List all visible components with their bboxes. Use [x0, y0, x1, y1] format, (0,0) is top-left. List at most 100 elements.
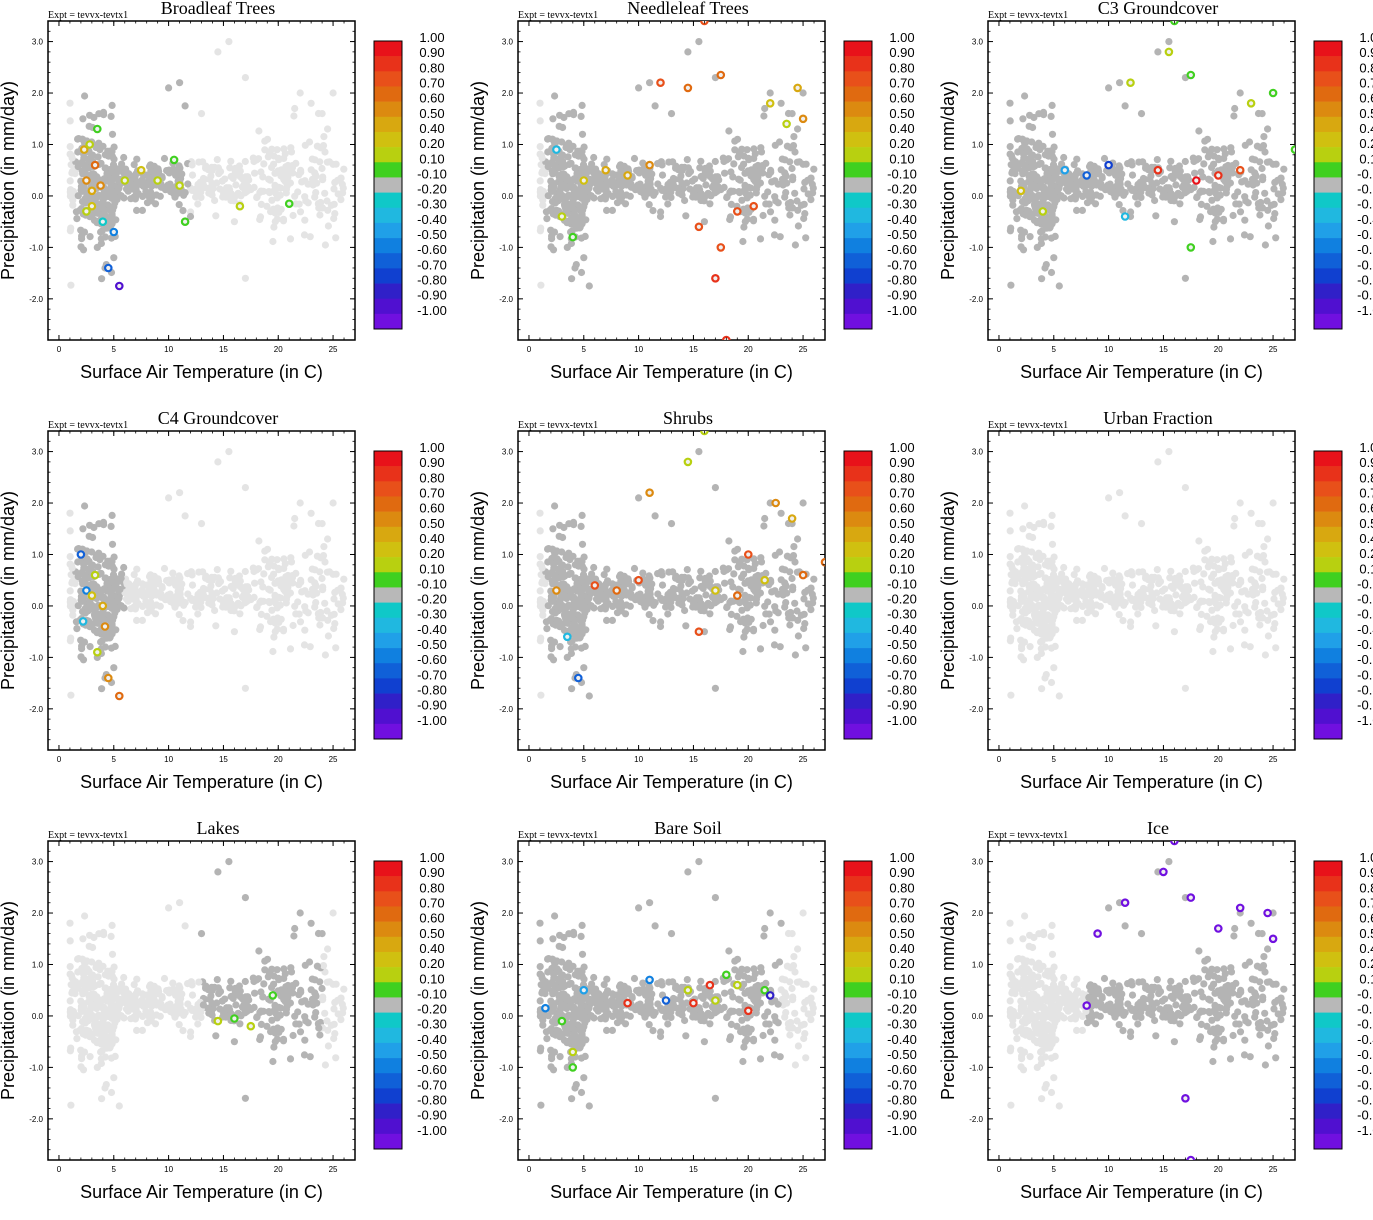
data-point	[1237, 167, 1243, 173]
background-point	[67, 692, 74, 699]
colorbar-swatch	[374, 466, 402, 481]
background-point	[657, 623, 664, 630]
background-point	[231, 628, 238, 635]
background-point	[1263, 607, 1270, 614]
background-point	[750, 217, 757, 224]
colorbar-label: 0.60	[889, 91, 914, 106]
background-point	[102, 574, 109, 581]
background-point	[1182, 583, 1189, 590]
background-point	[1086, 180, 1093, 187]
background-point	[1172, 171, 1179, 178]
background-point	[637, 591, 644, 598]
background-point	[67, 635, 74, 642]
background-point	[339, 181, 346, 188]
background-point	[268, 574, 275, 581]
background-point	[1172, 181, 1179, 188]
background-point	[81, 92, 88, 99]
background-point	[725, 127, 732, 134]
background-point	[672, 575, 679, 582]
background-point	[214, 156, 221, 163]
y-tick-label: 2.0	[972, 499, 984, 508]
data-point	[800, 572, 806, 578]
background-point	[1042, 574, 1049, 581]
colorbar-swatch	[374, 709, 402, 724]
background-point	[1008, 562, 1015, 569]
background-point	[318, 165, 325, 172]
background-point	[1260, 552, 1267, 559]
background-point	[736, 599, 743, 606]
background-point	[1027, 643, 1034, 650]
colorbar-swatch	[1314, 147, 1342, 162]
background-point	[1182, 275, 1189, 282]
background-point	[1041, 215, 1048, 222]
background-point	[67, 282, 74, 289]
background-point	[1018, 235, 1025, 242]
background-point	[1279, 591, 1286, 598]
background-point	[648, 595, 655, 602]
background-point	[627, 180, 634, 187]
background-point	[753, 579, 760, 586]
background-point	[1018, 645, 1025, 652]
background-point	[189, 981, 196, 988]
background-point	[67, 1045, 74, 1052]
background-point	[1095, 168, 1102, 175]
background-point	[1246, 548, 1253, 555]
background-point	[67, 117, 74, 124]
background-point	[1020, 170, 1027, 177]
background-point	[214, 566, 221, 573]
background-point	[754, 572, 761, 579]
background-point	[705, 600, 712, 607]
background-point	[1134, 610, 1141, 617]
data-point	[553, 587, 559, 593]
background-point	[668, 110, 675, 117]
background-point	[639, 160, 646, 167]
background-point	[623, 601, 630, 608]
data-point	[718, 72, 724, 78]
background-point	[637, 181, 644, 188]
background-point	[108, 148, 115, 155]
x-axis-label: Surface Air Temperature (in C)	[550, 362, 793, 382]
background-point	[339, 591, 346, 598]
background-point	[275, 566, 282, 573]
background-point	[652, 102, 659, 109]
background-point	[290, 112, 297, 119]
background-point	[109, 951, 116, 958]
background-point	[802, 234, 809, 241]
background-point	[1237, 208, 1244, 215]
background-point	[321, 600, 328, 607]
data-point	[1155, 167, 1161, 173]
background-point	[81, 162, 88, 169]
background-point	[553, 547, 560, 554]
colorbar-label: -0.60	[887, 242, 917, 257]
background-point	[270, 224, 277, 231]
colorbar-swatch	[1314, 238, 1342, 253]
data-point	[1122, 213, 1128, 219]
background-point	[1280, 166, 1287, 173]
colorbar-label: -0.30	[417, 607, 447, 622]
background-point	[785, 614, 792, 621]
background-point	[1073, 207, 1080, 214]
x-tick-label: 15	[1159, 755, 1168, 764]
colorbar-swatch	[374, 56, 402, 71]
background-point	[730, 570, 737, 577]
colorbar-swatch	[1314, 633, 1342, 648]
background-point	[269, 1058, 276, 1065]
colorbar-label: -0.70	[417, 667, 447, 682]
background-point	[284, 572, 291, 579]
background-point	[1109, 570, 1116, 577]
background-point	[1205, 153, 1212, 160]
background-point	[1007, 603, 1014, 610]
background-point	[792, 651, 799, 658]
background-point	[95, 520, 102, 527]
background-point	[1019, 597, 1026, 604]
background-point	[202, 165, 209, 172]
background-point	[96, 556, 103, 563]
background-point	[1264, 207, 1271, 214]
background-point	[1149, 601, 1156, 608]
chart-title: Broadleaf Trees	[161, 0, 275, 18]
background-point	[727, 578, 734, 585]
data-point	[734, 592, 740, 598]
background-point	[1073, 617, 1080, 624]
background-point	[684, 156, 691, 163]
colorbar-label: 0.50	[1359, 516, 1373, 531]
